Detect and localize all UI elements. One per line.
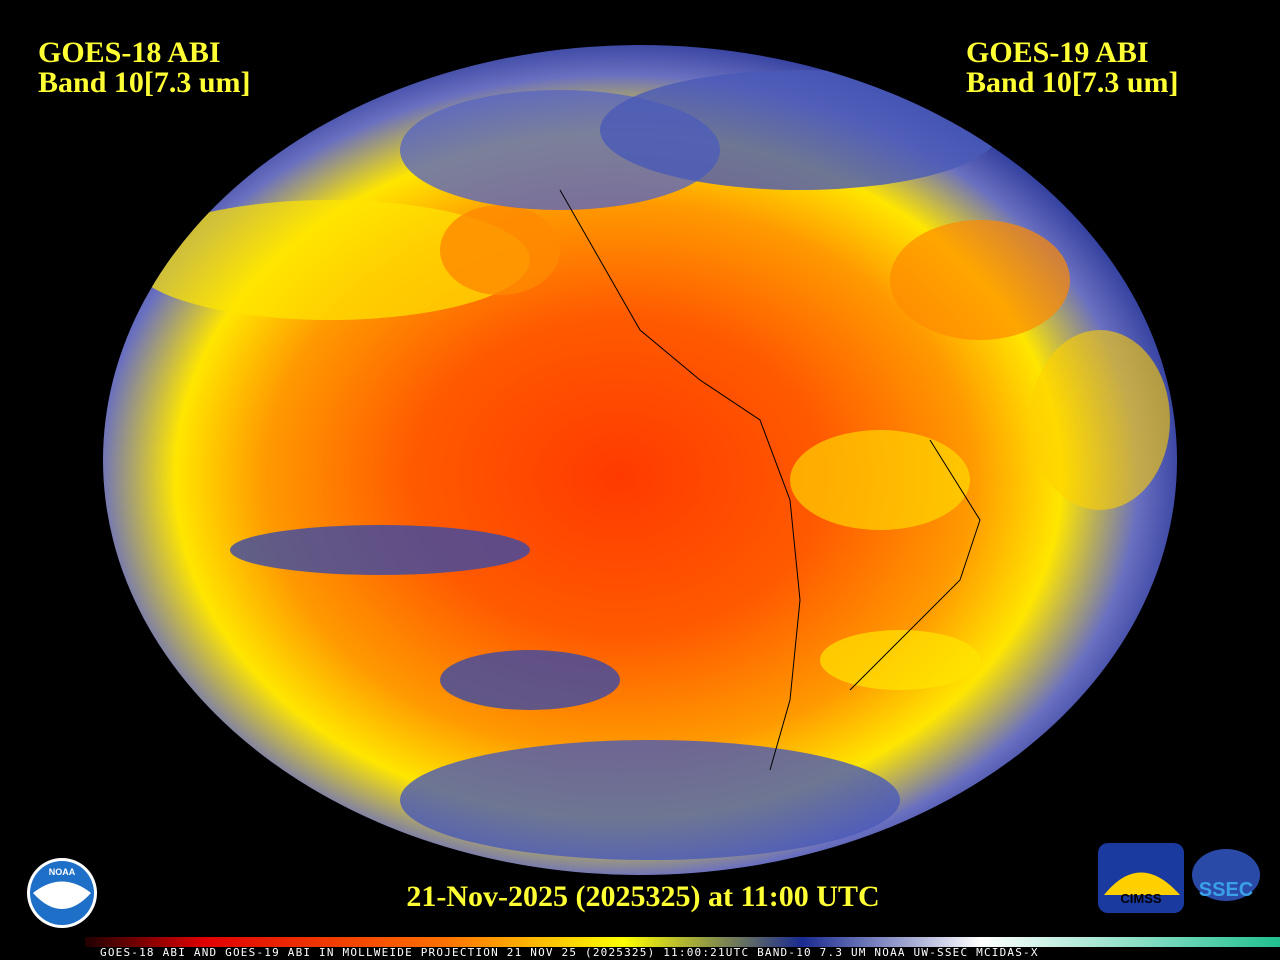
noaa-text: NOAA: [49, 867, 76, 877]
timestamp: 21-Nov-2025 (2025325) at 11:00 UTC: [406, 880, 879, 913]
cimss-text: CIMSS: [1120, 891, 1162, 906]
color-bar: [85, 937, 1280, 947]
ssec-logo: SSEC: [1192, 849, 1260, 901]
left-label-line1: GOES-18 ABI: [38, 36, 221, 69]
ssec-text: SSEC: [1199, 879, 1253, 901]
cimss-logo: CIMSS: [1098, 843, 1184, 913]
right-label-line2: Band 10[7.3 um]: [966, 66, 1179, 99]
noaa-logo: NOAA: [27, 858, 97, 928]
left-label-line2: Band 10[7.3 um]: [38, 66, 251, 99]
coastline: [559, 189, 981, 771]
footer-text: GOES-18 ABI AND GOES-19 ABI IN MOLLWEIDE…: [100, 946, 1039, 959]
right-label-line1: GOES-19 ABI: [966, 36, 1149, 69]
cloud-features: [130, 70, 1170, 860]
